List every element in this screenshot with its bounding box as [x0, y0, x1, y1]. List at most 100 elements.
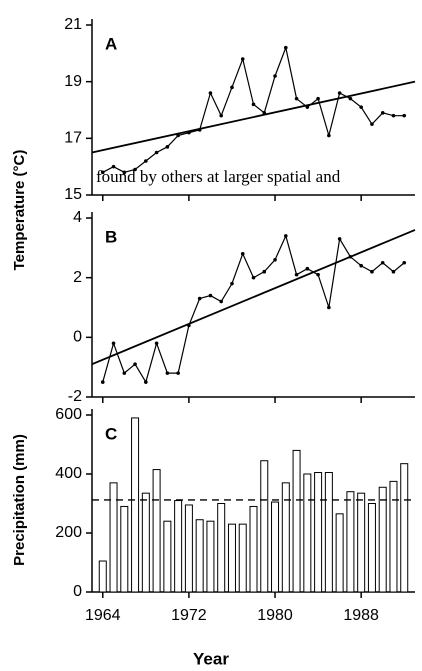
bar	[238, 523, 247, 593]
data-point	[208, 293, 213, 298]
data-point	[316, 96, 320, 101]
y-tick-label: 4	[73, 209, 82, 226]
bar	[227, 523, 236, 593]
trend-line	[91, 229, 416, 366]
bar	[400, 463, 409, 593]
data-point	[122, 170, 127, 175]
data-point	[337, 237, 342, 241]
bar	[346, 491, 355, 593]
x-axis-label: Year	[193, 649, 229, 668]
bar	[152, 469, 161, 593]
data-point	[402, 113, 407, 118]
bar	[109, 482, 118, 593]
y-axis-label: Precipitation (mm)	[11, 434, 28, 566]
y-tick-label: 200	[55, 524, 82, 541]
bar	[314, 472, 323, 593]
data-point	[154, 150, 159, 155]
data-point	[219, 299, 223, 304]
data-point	[316, 272, 320, 277]
data-point	[133, 362, 137, 366]
bar	[281, 482, 290, 593]
data-point	[359, 105, 363, 109]
data-point	[284, 234, 288, 238]
y-tick-label: 21	[64, 16, 82, 33]
x-tick-label: 1972	[171, 607, 207, 624]
panel-label: B	[105, 227, 117, 246]
data-point	[337, 91, 342, 95]
data-line	[102, 45, 405, 173]
bar	[335, 513, 344, 593]
y-tick-label: -2	[68, 388, 82, 405]
data-point	[219, 113, 223, 118]
bar	[141, 492, 150, 593]
y-tick-label: 600	[55, 406, 82, 423]
bar	[367, 503, 376, 593]
bar	[271, 501, 280, 593]
bar	[206, 520, 215, 593]
data-point	[370, 122, 374, 126]
y-tick-label: 400	[55, 465, 82, 482]
y-tick-label: 2	[73, 269, 82, 286]
data-point	[144, 159, 148, 163]
data-point	[348, 96, 353, 101]
data-point	[359, 263, 363, 268]
bar	[163, 520, 172, 593]
data-point	[284, 45, 288, 50]
bar	[184, 504, 193, 593]
bar	[303, 473, 312, 593]
y-tick-label: 15	[64, 186, 82, 203]
bar	[292, 449, 301, 593]
y-tick-label: 19	[64, 73, 82, 90]
bar	[98, 560, 107, 593]
data-point	[380, 111, 385, 115]
data-point	[100, 380, 105, 384]
panel-label: C	[105, 424, 117, 443]
bar	[195, 519, 204, 593]
data-point	[133, 167, 137, 172]
data-point	[294, 272, 299, 277]
data-point	[197, 296, 202, 301]
data-point	[305, 266, 310, 271]
bar	[378, 486, 387, 593]
bar	[357, 492, 366, 593]
panel-label: A	[105, 34, 117, 53]
x-tick-label: 1964	[85, 607, 121, 624]
y-axis-label: Temperature (°C)	[11, 150, 28, 271]
data-point	[251, 275, 256, 280]
data-point	[262, 269, 267, 274]
overlay-text: found by others at larger spatial and	[96, 167, 341, 186]
data-point	[251, 102, 256, 107]
bar	[174, 500, 183, 593]
data-point	[100, 170, 105, 175]
data-line	[102, 234, 405, 384]
data-point	[240, 252, 245, 256]
data-point	[391, 113, 396, 118]
x-tick-label: 1988	[343, 607, 379, 624]
data-point	[230, 85, 234, 90]
data-point	[111, 341, 116, 346]
bar	[389, 480, 398, 593]
data-point	[122, 371, 127, 375]
x-tick-label: 1980	[257, 607, 293, 624]
bar	[249, 505, 258, 593]
data-point	[165, 145, 170, 149]
data-point	[240, 57, 245, 61]
data-point	[327, 133, 331, 138]
data-point	[208, 91, 213, 95]
data-point	[294, 96, 299, 101]
trend-line	[91, 80, 416, 154]
data-point	[273, 74, 277, 78]
bar	[217, 503, 226, 593]
data-point	[327, 305, 331, 310]
data-point	[380, 260, 385, 265]
data-point	[273, 257, 277, 262]
data-point	[370, 269, 374, 274]
data-point	[176, 371, 180, 375]
data-point	[165, 371, 170, 375]
data-point	[391, 269, 396, 274]
bar	[120, 505, 129, 593]
data-point	[402, 260, 407, 265]
data-point	[144, 380, 148, 384]
y-tick-label: 17	[64, 130, 82, 147]
